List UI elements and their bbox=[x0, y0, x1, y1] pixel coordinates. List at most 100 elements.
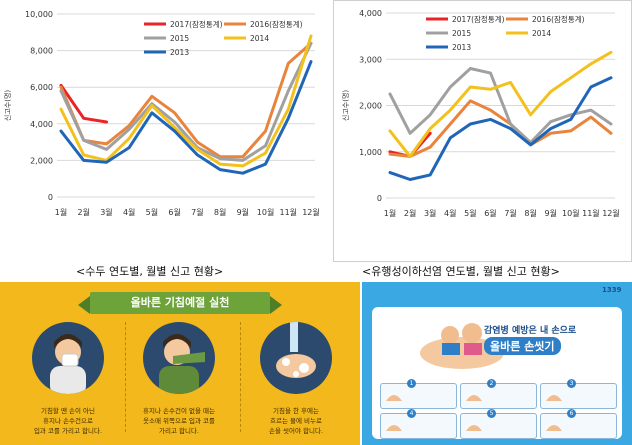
family-hands-icon bbox=[420, 323, 504, 369]
hotline-logo: 1339 bbox=[602, 286, 622, 294]
data-point bbox=[589, 85, 593, 89]
cough-etiquette-title: 올바른 기침예절 실천 bbox=[78, 292, 282, 314]
data-point bbox=[82, 117, 85, 120]
cough-step-2-text: 휴지나 손수건이 없을 때는 옷소매 위쪽으로 입과 코를 가리고 합니다. bbox=[143, 407, 215, 435]
cover-with-sleeve-illustration bbox=[143, 322, 215, 394]
legend-label: 2014 bbox=[532, 29, 551, 38]
series-line bbox=[388, 76, 613, 181]
x-tick-label: 9월 bbox=[545, 208, 557, 218]
data-point bbox=[196, 153, 199, 157]
data-point bbox=[82, 139, 85, 142]
varicella-chart-caption: <수두 연도별, 월별 신고 현황> bbox=[76, 265, 224, 278]
palm-rub-icon bbox=[386, 395, 402, 401]
y-tick-label: 3,000 bbox=[359, 55, 382, 64]
data-point bbox=[388, 129, 392, 133]
data-point bbox=[59, 107, 63, 111]
data-point bbox=[264, 162, 267, 166]
data-point bbox=[173, 126, 176, 129]
handwash-step-5: 5 bbox=[460, 409, 537, 439]
x-tick-label: 5월 bbox=[146, 207, 158, 217]
data-point bbox=[549, 127, 552, 130]
hand-washing-icon bbox=[276, 322, 316, 378]
data-point bbox=[150, 95, 154, 98]
data-point bbox=[569, 118, 573, 121]
data-point bbox=[264, 129, 267, 133]
data-point bbox=[105, 148, 108, 151]
data-point bbox=[241, 159, 245, 162]
data-point bbox=[469, 67, 472, 70]
data-point bbox=[529, 113, 532, 116]
data-point bbox=[408, 132, 412, 135]
person-tissue-icon bbox=[50, 334, 86, 394]
mumps-chart-panel: 0 1,000 2,000 3,000 4,000 신고수(명) 1월 2월 3월 4월 5월 6월 7… bbox=[333, 0, 632, 262]
data-point bbox=[59, 86, 63, 89]
x-tick-label: 12월 bbox=[302, 207, 320, 217]
legend-label: 2016(잠정통계) bbox=[250, 19, 303, 29]
x-tick-label: 2월 bbox=[404, 208, 416, 218]
handwash-step-1: 1 bbox=[380, 379, 457, 409]
divider bbox=[125, 322, 126, 432]
data-point bbox=[173, 129, 176, 133]
handwashing-header: 감염병 예방은 내 손으로 올바른 손씻기 bbox=[372, 307, 622, 377]
data-point bbox=[127, 146, 131, 149]
data-point bbox=[287, 107, 290, 111]
x-tick-label: 8월 bbox=[524, 208, 536, 218]
data-point bbox=[589, 115, 593, 119]
legend-label: 2013 bbox=[452, 43, 471, 52]
data-point bbox=[549, 90, 552, 93]
data-point bbox=[173, 120, 176, 124]
x-tick-label: 12월 bbox=[602, 208, 620, 218]
data-point bbox=[509, 81, 512, 84]
data-point bbox=[489, 71, 492, 75]
x-tick-label: 2월 bbox=[78, 207, 90, 217]
handwash-step-3: 3 bbox=[540, 379, 617, 409]
x-tick-label: 6월 bbox=[168, 207, 180, 217]
data-point bbox=[241, 172, 245, 175]
y-tick-label: 1,000 bbox=[359, 148, 382, 157]
x-tick-label: 7월 bbox=[191, 207, 203, 217]
data-point bbox=[609, 132, 613, 135]
data-point bbox=[609, 76, 613, 79]
data-point bbox=[241, 164, 245, 168]
varicella-line-chart: 0 2,000 4,000 6,000 8,000 10,000 신고수(명) 1월 2월 3월 4… bbox=[3, 10, 320, 217]
x-tick-label: 11월 bbox=[582, 208, 600, 218]
data-point bbox=[549, 120, 552, 123]
data-point bbox=[428, 127, 432, 130]
y-axis-label: 신고수(명) bbox=[341, 90, 350, 121]
data-point bbox=[218, 157, 222, 160]
legend-label: 2015 bbox=[170, 34, 189, 43]
legend-label: 2016(잠정통계) bbox=[532, 14, 585, 24]
data-point bbox=[449, 85, 452, 89]
data-point bbox=[449, 136, 452, 140]
data-point bbox=[428, 132, 432, 135]
person-sleeve-icon bbox=[159, 334, 205, 394]
data-point bbox=[549, 132, 552, 135]
data-point bbox=[428, 113, 432, 116]
data-point bbox=[196, 140, 199, 144]
legend-label: 2017(잠정통계) bbox=[170, 19, 223, 29]
data-point bbox=[150, 111, 154, 115]
wash-hands-illustration bbox=[260, 322, 332, 394]
x-tick-label: 9월 bbox=[237, 207, 249, 217]
y-tick-label: 6,000 bbox=[30, 83, 53, 92]
data-point bbox=[309, 60, 313, 63]
data-point bbox=[287, 117, 290, 120]
handwashing-title: 올바른 손씻기 bbox=[484, 337, 561, 355]
step-number: 2 bbox=[487, 379, 496, 388]
data-point bbox=[287, 62, 290, 65]
data-point bbox=[449, 122, 452, 126]
handwashing-card: 감염병 예방은 내 손으로 올바른 손씻기 1 2 3 4 5 6 bbox=[372, 307, 622, 439]
data-point bbox=[105, 142, 108, 146]
data-point bbox=[469, 122, 472, 126]
legend-label: 2013 bbox=[170, 48, 189, 57]
data-point bbox=[529, 143, 532, 147]
data-point bbox=[150, 104, 154, 107]
x-tick-label: 4월 bbox=[444, 208, 456, 218]
data-point bbox=[489, 88, 492, 91]
data-point bbox=[127, 137, 131, 140]
x-tick-label: 6월 bbox=[484, 208, 496, 218]
series-line bbox=[59, 60, 313, 175]
step-number: 6 bbox=[567, 409, 576, 418]
varicella-chart-panel: 0 2,000 4,000 6,000 8,000 10,000 신고수(명) 1월 2월 3월 4… bbox=[0, 0, 330, 262]
handwash-step-6: 6 bbox=[540, 409, 617, 439]
